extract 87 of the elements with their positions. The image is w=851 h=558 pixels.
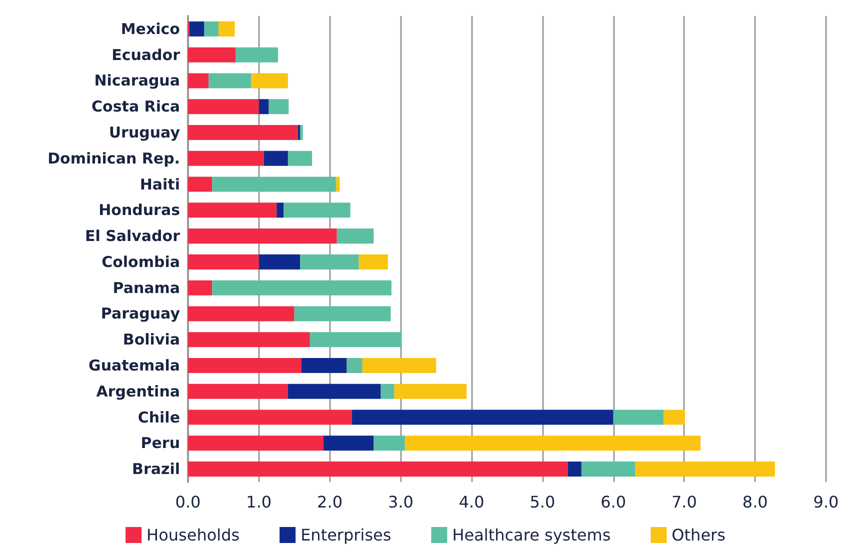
bar [188,332,310,348]
x-tick-label: 0.0 [175,492,201,512]
bar [288,150,312,166]
bar [188,384,288,399]
bar [394,384,467,399]
y-tick-label: Mexico [120,20,180,38]
y-tick-label: Haiti [140,175,180,194]
bar [188,254,259,270]
y-tick-label: Nicaragua [94,72,180,90]
bar [301,358,347,374]
bar [208,73,252,88]
bar [188,228,337,244]
x-tick-label: 4.0 [458,492,484,512]
bar [251,73,288,88]
bar [212,280,392,296]
bar [188,176,212,192]
bar [374,436,405,451]
y-tick-label: Peru [140,434,180,452]
legend-label: Others [672,526,726,544]
bar [581,462,636,477]
bar [188,150,264,166]
bar [188,280,212,296]
y-tick-label: Ecuador [112,46,181,64]
bar [258,254,300,270]
bar [664,410,685,425]
bar [235,47,278,62]
bar [362,358,436,374]
legend-label: Healthcare systems [452,526,611,544]
bar [188,436,324,451]
bar [336,176,340,192]
bar [188,47,236,62]
bar [294,306,391,322]
x-tick-label: 8.0 [742,492,768,512]
y-tick-label: Dominican Rep. [48,149,180,168]
bar [189,21,204,36]
bar [613,410,664,425]
bar [352,410,614,425]
bar [218,21,235,36]
y-tick-label: Panama [112,278,180,297]
y-tick-label: Costa Rica [92,98,180,116]
x-tick-label: 3.0 [388,492,414,512]
y-tick-label: Colombia [102,252,180,271]
x-tick-label: 9.0 [813,492,839,512]
bar [635,462,775,477]
x-tick-label: 2.0 [317,492,343,512]
x-tick-label: 6.0 [600,492,626,512]
x-tick-label: 5.0 [530,492,556,512]
legend-label: Households [146,526,240,544]
x-tick-label: 7.0 [671,492,697,512]
bar [380,384,394,399]
bar [300,124,303,140]
bar [188,124,298,140]
bar [276,202,284,218]
bar [300,254,359,270]
bar [188,99,259,114]
y-tick-label: Uruguay [108,124,180,142]
legend-label: Enterprises [300,526,392,544]
bar [188,358,302,374]
bar [568,462,582,477]
bar [264,150,288,166]
y-tick-label: Brazil [132,460,180,478]
y-tick-label: Paraguay [100,304,180,323]
bar [310,332,402,348]
bar [298,124,300,140]
bar [188,306,294,322]
bar [284,202,350,218]
bar [323,436,374,451]
y-tick-label: Argentina [96,382,180,400]
x-tick-label: 1.0 [246,492,272,512]
bar [212,176,336,192]
bar [358,254,388,270]
bar [188,410,352,425]
bar [268,99,289,114]
bar [188,202,277,218]
bar [346,358,362,374]
bar [258,99,269,114]
bar [204,21,218,36]
bar [288,384,381,399]
y-tick-label: Bolivia [122,330,180,349]
bar [188,73,209,88]
y-tick-label: Guatemala [88,356,180,374]
y-tick-label: Chile [138,408,180,426]
y-tick-label: Honduras [98,201,180,220]
bar [188,462,568,477]
bar [336,228,374,244]
bar [404,436,701,451]
y-tick-label: El Salvador [84,227,181,246]
